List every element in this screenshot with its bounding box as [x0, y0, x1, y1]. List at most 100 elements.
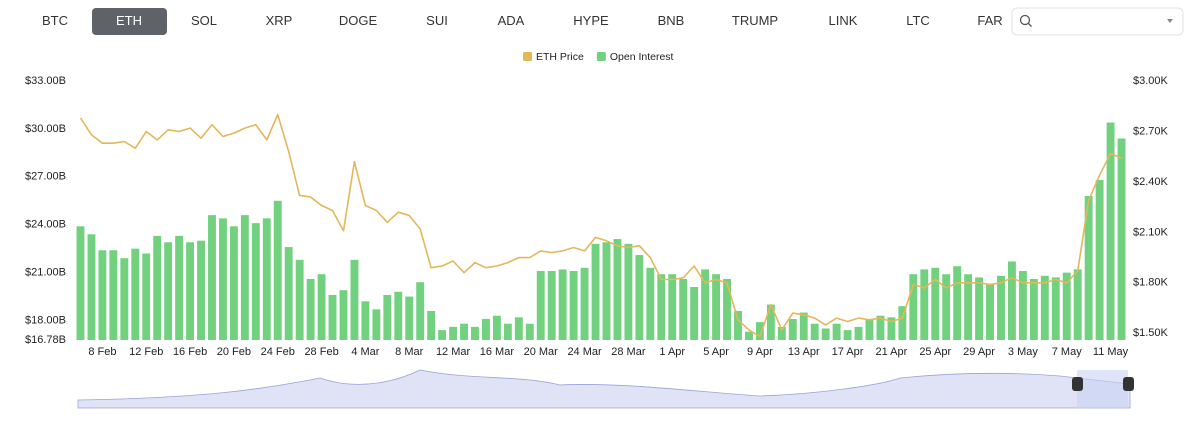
search-icon — [1019, 14, 1031, 26]
x-tick-label: 28 Mar — [611, 346, 646, 358]
bar — [131, 248, 140, 340]
bar — [1117, 138, 1126, 340]
x-tick-label: 12 Feb — [129, 346, 163, 358]
navigator-range[interactable] — [1077, 370, 1128, 408]
bar — [87, 234, 96, 340]
bar — [481, 318, 490, 340]
tab[interactable]: LINK — [829, 13, 858, 28]
bar — [1062, 272, 1071, 340]
bar — [251, 223, 260, 340]
tab[interactable]: SUI — [426, 13, 448, 28]
bar — [920, 269, 929, 340]
x-tick-label: 16 Feb — [173, 346, 207, 358]
bar — [240, 215, 249, 340]
tab[interactable]: ADA — [498, 13, 525, 28]
x-tick-label: 21 Apr — [875, 346, 907, 358]
x-tick-label: 20 Feb — [217, 346, 251, 358]
bar — [635, 255, 644, 340]
bar — [361, 301, 370, 340]
bar — [690, 286, 699, 340]
bar — [657, 274, 666, 340]
y2-tick-label: $2.70K — [1133, 125, 1169, 137]
bar — [602, 242, 611, 340]
bar — [76, 226, 85, 340]
bar — [449, 326, 458, 340]
legend-label[interactable]: ETH Price — [536, 51, 584, 63]
bar — [284, 247, 293, 340]
bar — [997, 275, 1005, 340]
bar — [438, 330, 447, 340]
tab-selected-bg[interactable] — [92, 8, 167, 35]
bar — [876, 315, 885, 340]
tab[interactable]: TRUMP — [732, 13, 778, 28]
bar — [1095, 180, 1104, 340]
navigator-area — [77, 369, 1131, 409]
tab[interactable]: SOL — [191, 13, 217, 28]
tab[interactable]: BNB — [658, 13, 685, 28]
bar — [975, 277, 984, 340]
bar — [547, 271, 556, 340]
bar — [1029, 279, 1038, 340]
x-tick-label: 8 Mar — [395, 346, 423, 358]
x-tick-label: 12 Mar — [436, 346, 471, 358]
search-box[interactable] — [1011, 7, 1184, 36]
x-tick-label: 24 Feb — [261, 346, 295, 358]
bar — [624, 243, 633, 340]
x-tick-label: 17 Apr — [832, 346, 864, 358]
bar — [394, 291, 403, 340]
bar — [679, 279, 688, 340]
tab[interactable]: HYPE — [573, 13, 609, 28]
bar — [865, 318, 874, 340]
x-tick-label: 5 Apr — [703, 346, 729, 358]
bar — [405, 296, 414, 340]
x-tick-label: 1 Apr — [659, 346, 685, 358]
y2-tick-label: $1.80K — [1133, 277, 1169, 289]
bar — [569, 271, 578, 340]
bar — [964, 274, 973, 340]
tab[interactable]: ETH — [116, 13, 142, 28]
bar — [1051, 277, 1060, 340]
y-tick-label: $30.00B — [25, 123, 66, 135]
bar — [350, 259, 359, 340]
bar — [1018, 271, 1027, 340]
bar — [854, 326, 863, 340]
bar — [1084, 195, 1093, 340]
bar — [197, 240, 205, 340]
tab[interactable]: DOGE — [339, 13, 378, 28]
x-tick-label: 11 May — [1093, 346, 1129, 358]
bar — [295, 259, 304, 340]
legend-label[interactable]: Open Interest — [610, 51, 674, 63]
bar — [942, 274, 951, 340]
navigator-handle[interactable] — [1072, 377, 1083, 391]
bar — [821, 328, 830, 340]
bar — [668, 274, 677, 340]
bar — [810, 323, 819, 340]
x-tick-label: 29 Apr — [963, 346, 995, 358]
tab[interactable]: FAR — [977, 13, 1002, 28]
bar — [799, 312, 808, 340]
bar — [427, 310, 436, 340]
navigator-handle[interactable] — [1123, 377, 1134, 391]
bar — [788, 318, 797, 340]
bar — [186, 242, 195, 340]
tab[interactable]: LTC — [906, 13, 930, 28]
bar — [471, 326, 479, 340]
bar — [1073, 269, 1082, 340]
bar — [986, 283, 994, 340]
bar — [909, 274, 918, 340]
bar — [744, 331, 753, 340]
bar — [218, 218, 227, 340]
bar — [208, 215, 216, 340]
y2-tick-label: $2.40K — [1133, 176, 1169, 188]
bar — [372, 309, 381, 340]
search-icon — [1028, 23, 1032, 27]
bar — [328, 294, 337, 340]
bar — [142, 253, 151, 340]
x-tick-label: 25 Apr — [919, 346, 951, 358]
bar — [558, 269, 567, 340]
bar — [109, 250, 118, 340]
bar — [580, 267, 589, 340]
tab[interactable]: BTC — [42, 13, 68, 28]
tab[interactable]: XRP — [266, 13, 293, 28]
